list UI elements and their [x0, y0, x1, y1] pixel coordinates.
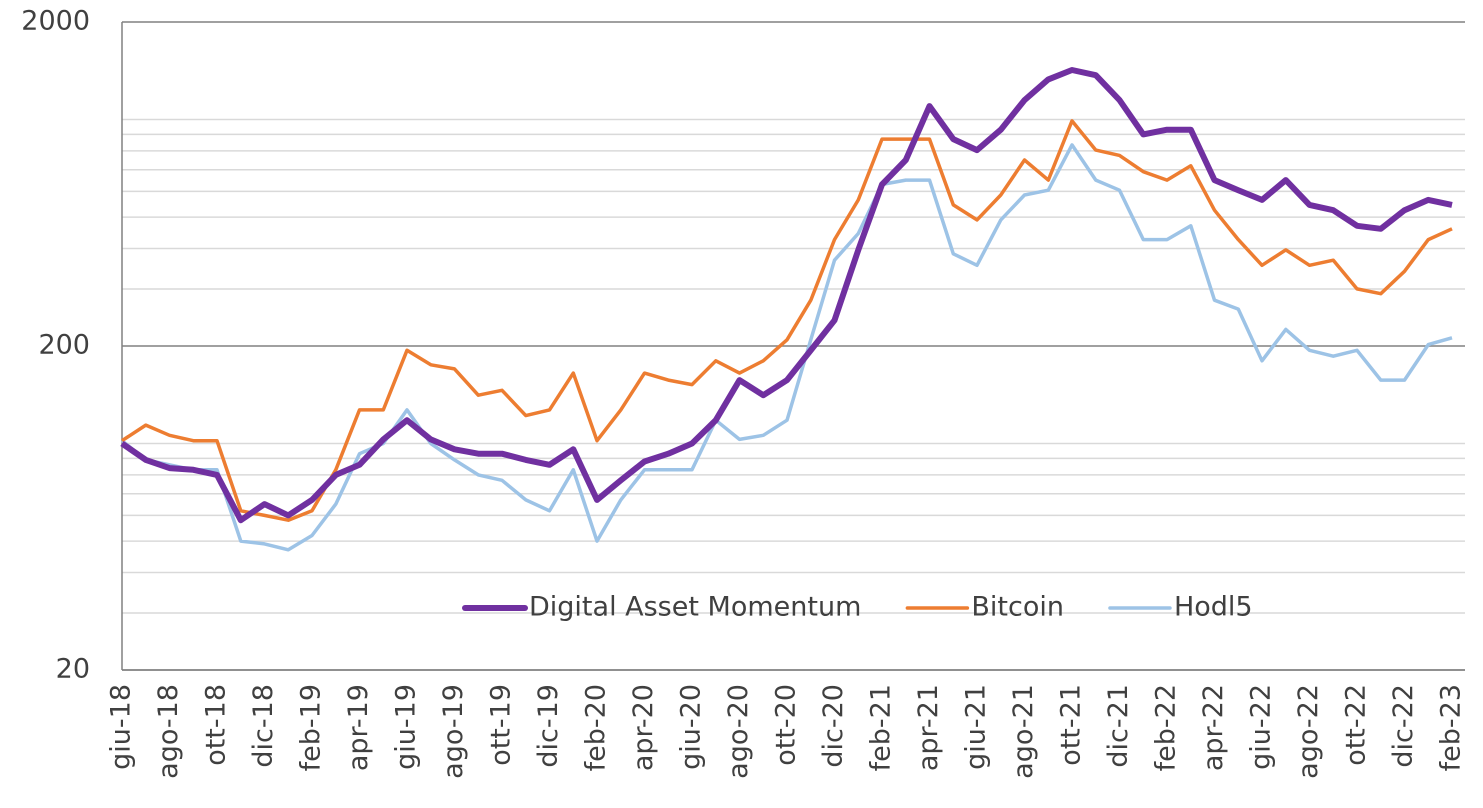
y-tick-label: 2000	[21, 6, 90, 37]
x-tick-label: ott-19	[486, 684, 517, 766]
series-line	[120, 143, 1453, 552]
y-tick-label: 200	[38, 330, 90, 361]
x-tick-label: dic-20	[818, 684, 849, 768]
x-tick-label: dic-18	[248, 684, 279, 768]
x-tick-label: feb-23	[1436, 684, 1467, 771]
x-tick-label: giu-22	[1246, 684, 1277, 770]
x-tick-label: ott-20	[771, 684, 802, 766]
x-tick-label: ago-22	[1293, 684, 1324, 779]
x-tick-label: ott-21	[1056, 684, 1087, 766]
x-tick-label: apr-21	[913, 684, 944, 771]
x-tick-label: ago-19	[438, 684, 469, 779]
x-tick-label: giu-19	[391, 684, 422, 770]
x-tick-label: apr-22	[1198, 684, 1229, 771]
x-tick-label: dic-22	[1388, 684, 1419, 768]
legend-label: Bitcoin	[971, 592, 1064, 623]
y-tick-label: 20	[56, 654, 90, 685]
series-line	[120, 67, 1453, 524]
x-tick-label: ago-21	[1008, 684, 1039, 779]
x-tick-label: feb-19	[296, 684, 327, 771]
series-line	[121, 119, 1453, 522]
x-tick-label: feb-21	[866, 684, 897, 771]
x-tick-label: feb-22	[1151, 684, 1182, 771]
x-tick-label: ago-18	[153, 684, 184, 779]
x-tick-label: ott-22	[1341, 684, 1372, 766]
x-tick-label: apr-19	[343, 684, 374, 771]
x-tick-label: ago-20	[723, 684, 754, 779]
x-tick-label: ott-18	[201, 684, 232, 766]
legend-label: Digital Asset Momentum	[529, 592, 861, 623]
x-tick-label: giu-18	[106, 684, 137, 770]
x-tick-label: dic-21	[1103, 684, 1134, 768]
x-tick-label: feb-20	[581, 684, 612, 771]
x-tick-label: giu-20	[676, 684, 707, 770]
legend-label: Hodl5	[1174, 592, 1253, 623]
x-tick-label: giu-21	[961, 684, 992, 770]
x-tick-label: dic-19	[533, 684, 564, 768]
x-tick-label: apr-20	[628, 684, 659, 771]
